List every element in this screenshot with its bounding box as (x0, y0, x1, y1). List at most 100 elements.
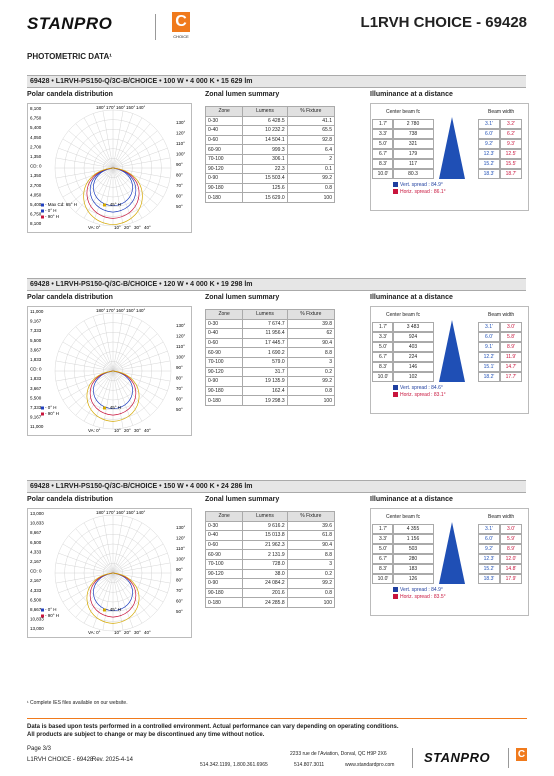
cd-label: 11,000 (30, 424, 44, 429)
table-cell: 38.0 (242, 568, 288, 580)
angle-label: 110° (176, 141, 185, 146)
angle-label: 60° (176, 194, 183, 199)
polar-grid (55, 157, 114, 169)
illuminance-cell: 12.3' (478, 149, 500, 159)
angle-label: 160° (116, 510, 126, 515)
candela-curve (89, 167, 137, 213)
polar-grid (112, 157, 171, 169)
illuminance-cell: 321 (392, 139, 434, 149)
beam-cone (439, 320, 465, 382)
illuminance-cell: 18.3' (478, 574, 500, 584)
column-header: Zone (204, 511, 244, 522)
illuminance-cell: 738 (392, 129, 434, 139)
legend-label: - 45° H (107, 202, 121, 207)
illuminance-cell: 5.0' (372, 139, 394, 149)
polar-grid (112, 572, 143, 624)
illuminance-cell: 8.9' (500, 544, 522, 554)
table-row: 0-40 10 232.2 65.5 (204, 125, 336, 136)
illuminance-cell: 3 483 (392, 322, 434, 332)
polar-grid (112, 518, 134, 574)
table-cell: 100 (286, 192, 336, 203)
polar-chart: 11,000 9,167 7,333 5,500 3,667 1,833 CD: 0 1,83… (27, 306, 192, 436)
polar-grid (112, 370, 124, 429)
spread-label: Horiz. spread : 86.1° (400, 189, 446, 195)
cd-label: 4,050 (30, 135, 42, 140)
angle-label: 50° (176, 407, 183, 412)
illuminance-cell: 12.2' (478, 352, 500, 362)
illuminance-cell: 8.9' (500, 342, 522, 352)
polar-grid (112, 147, 168, 169)
illuminance-cell: 15.2' (478, 564, 500, 574)
table-row: 70-100 579.0 3 (204, 356, 336, 368)
illuminance-cell: 924 (392, 332, 434, 342)
legend-label: - 45° H (107, 607, 121, 612)
beam-cone (439, 522, 465, 584)
table-cell: 100 (286, 395, 336, 406)
angle-label: 50° (176, 204, 183, 209)
cd-label: 1,350 (30, 154, 42, 159)
angle-label: 40° (144, 428, 151, 433)
table-cell: 19 135.9 (242, 376, 288, 387)
polar-heading: Polar candela distribution (27, 294, 113, 301)
illuminance-cell: 9.2' (478, 544, 500, 554)
column-header: Zone (204, 106, 244, 117)
candela-curve (86, 370, 140, 422)
table-cell: 17 445.7 (242, 337, 288, 349)
legend-swatch (41, 412, 44, 416)
polar-grid (68, 130, 114, 169)
polar-grid (102, 515, 114, 574)
angle-label: 70° (176, 386, 183, 391)
polar-grid (102, 313, 114, 372)
spread-swatch (393, 385, 398, 390)
polar-grid (75, 528, 114, 574)
illuminance-cell: 6.7' (372, 352, 394, 362)
table-cell: 8.8 (286, 347, 336, 358)
table-cell: 99.2 (286, 578, 336, 589)
zonal-heading: Zonal lumen summary (205, 496, 280, 503)
table-cell: 90.4 (286, 337, 336, 349)
candela-curve (89, 572, 137, 618)
column-header: Lumens (242, 106, 288, 117)
cd-label: 11,000 (30, 309, 44, 314)
section-title: PHOTOMETRIC DATA¹ (27, 52, 112, 61)
illuminance-cell: 2 780 (392, 119, 434, 129)
cd-label: 7,333 (30, 405, 42, 410)
cd-label: 5,400 (30, 202, 42, 207)
legend-label: - 90° H (45, 411, 59, 416)
illuminance-cell: 9.2' (478, 139, 500, 149)
angle-label: 70° (176, 588, 183, 593)
spread-swatch (393, 189, 398, 194)
polar-grid (112, 167, 168, 189)
angle-label: 170° (106, 308, 116, 313)
illuminance-cell: 6.0' (478, 534, 500, 544)
angle-label: 30° (134, 428, 141, 433)
illuminance-cell: 12.5' (500, 149, 522, 159)
table-cell: 90-180 (204, 385, 244, 397)
table-cell: 0-90 (204, 376, 244, 387)
footnote: ¹ Complete IES files available on our we… (27, 700, 128, 706)
illuminance-cell: 3.3' (372, 534, 394, 544)
cd-label: 6,750 (30, 212, 42, 217)
column-header: Lumens (242, 511, 288, 522)
cd-label: 1,833 (30, 376, 42, 381)
table-cell: 0-40 (204, 125, 244, 136)
table-row: 0-40 11 956.4 62 (204, 328, 336, 339)
polar-grid (55, 562, 114, 574)
angle-label: 40° (144, 225, 151, 230)
illuminance-cell: 10.0' (372, 574, 394, 584)
brand-logo: STANPRO (27, 14, 113, 33)
illuminance-cell: 80.3 (392, 169, 434, 179)
angle-label: 20° (124, 630, 131, 635)
table-row: 0-180 19 298.3 100 (204, 395, 336, 406)
polar-grid (112, 167, 164, 198)
table-cell: 90-120 (204, 568, 244, 580)
legend-swatch (41, 614, 44, 618)
illuminance-cell: 503 (392, 544, 434, 554)
table-cell: 90.4 (286, 539, 336, 551)
table-cell: 0-60 (204, 539, 244, 551)
table-cell: 15 503.4 (242, 173, 288, 184)
polar-grid (112, 313, 124, 372)
table-cell: 92.8 (286, 134, 336, 146)
legend-label: - 90° H (45, 613, 59, 618)
